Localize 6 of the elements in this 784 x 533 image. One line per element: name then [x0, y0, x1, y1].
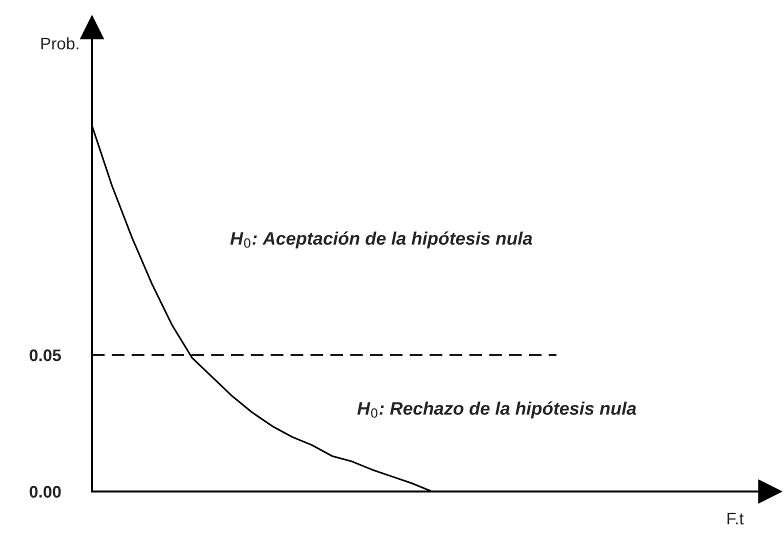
x-axis-title: F.t	[728, 512, 744, 524]
y-tick-label: 0.00	[30, 486, 61, 498]
y-axis-title: Prob.	[41, 37, 78, 50]
annotation: H$_{0}$: Rechazo de la hipótesis nula	[357, 401, 636, 418]
y-tick-label: 0.05	[30, 349, 61, 362]
annotation: H$_{0}$: Aceptación de la hipótesis nula	[230, 231, 532, 248]
